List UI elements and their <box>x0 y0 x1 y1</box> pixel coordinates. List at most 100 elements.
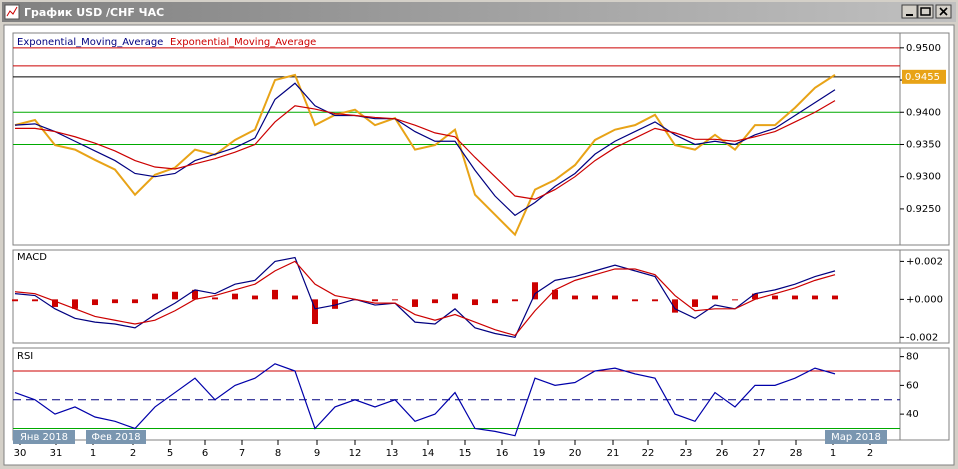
legend-entry: Exponential_Moving_Average <box>17 37 163 48</box>
minimize-button[interactable] <box>901 4 918 19</box>
histogram-bar <box>92 299 98 306</box>
x-tick-label: 31 <box>50 448 63 459</box>
histogram-bar <box>32 299 38 302</box>
x-tick-label: 16 <box>496 448 509 459</box>
histogram-bar <box>592 295 598 300</box>
histogram-bar <box>652 299 658 302</box>
histogram-bar <box>512 299 518 302</box>
x-tick-label: 14 <box>422 448 435 459</box>
window-icon <box>4 4 20 20</box>
histogram-bar <box>372 299 378 302</box>
y-tick-label: +0.002 <box>906 256 943 267</box>
histogram-bar <box>712 295 718 300</box>
x-tick-label: 12 <box>349 448 362 459</box>
histogram-bar <box>732 299 738 301</box>
x-tick-label: 1 <box>830 448 836 459</box>
month-label: Мар 2018 <box>831 432 881 443</box>
histogram-bar <box>572 295 578 300</box>
y-tick-label: 60 <box>906 380 919 391</box>
histogram-bar <box>252 295 258 300</box>
histogram-bar <box>772 295 778 300</box>
histogram-bar <box>12 299 18 302</box>
histogram-bar <box>392 299 398 301</box>
histogram-bar <box>672 299 678 313</box>
histogram-bar <box>332 299 338 309</box>
histogram-bar <box>292 295 298 300</box>
histogram-bar <box>552 289 558 300</box>
histogram-bar <box>692 299 698 307</box>
histogram-bar <box>632 299 638 302</box>
y-tick-label: 0.9400 <box>906 107 941 118</box>
series-line <box>14 73 836 237</box>
histogram-bar <box>212 297 218 300</box>
histogram-bar <box>232 293 238 300</box>
month-label: Янв 2018 <box>20 432 68 443</box>
x-tick-label: 9 <box>314 448 320 459</box>
histogram-bar <box>52 299 58 307</box>
histogram-bar <box>752 293 758 300</box>
x-tick-label: 26 <box>716 448 729 459</box>
y-tick-label: 0.9350 <box>906 139 941 150</box>
maximize-button[interactable] <box>917 4 934 19</box>
histogram-bar <box>832 295 838 300</box>
y-tick-label: 0.9300 <box>906 172 941 183</box>
x-tick-label: 8 <box>275 448 281 459</box>
x-tick-label: 28 <box>790 448 803 459</box>
y-tick-label: -0.002 <box>906 332 938 343</box>
series-line <box>14 260 836 337</box>
series-line <box>14 256 836 338</box>
histogram-bar <box>792 295 798 300</box>
price-tag <box>902 69 946 84</box>
month-box <box>825 430 887 444</box>
window-icon-line <box>6 6 18 17</box>
month-box <box>13 430 75 444</box>
series-line <box>14 82 836 217</box>
x-tick-label: 21 <box>607 448 620 459</box>
histogram-bar <box>472 299 478 306</box>
y-tick-label: 0.9500 <box>906 43 941 54</box>
panel <box>12 32 950 246</box>
x-tick-label: 22 <box>642 448 655 459</box>
x-tick-label: 20 <box>569 448 582 459</box>
window-title: График USD /CHF ЧАС <box>24 6 164 19</box>
x-tick-label: 5 <box>167 448 173 459</box>
y-tick-label: 40 <box>906 409 919 420</box>
series-line <box>14 363 836 437</box>
histogram-bar <box>312 299 318 325</box>
x-tick-label: 6 <box>202 448 208 459</box>
x-tick-label: 23 <box>680 448 693 459</box>
legend-entry: Exponential_Moving_Average <box>170 37 316 48</box>
histogram-bar <box>132 299 138 304</box>
panel-title: MACD <box>17 252 47 263</box>
x-tick-label: 19 <box>533 448 546 459</box>
histogram-bar <box>452 293 458 300</box>
histogram-bar <box>192 289 198 300</box>
series-line <box>15 100 836 200</box>
histogram-bar <box>152 293 158 300</box>
x-tick-label: 27 <box>753 448 766 459</box>
panel <box>12 347 950 441</box>
histogram-bar <box>812 295 818 300</box>
panel <box>12 249 950 344</box>
y-tick-label: +0.000 <box>906 294 943 305</box>
histogram-bar <box>612 295 618 300</box>
histogram-bar <box>112 299 118 304</box>
histogram-bar <box>432 299 438 304</box>
close-button[interactable] <box>935 4 952 19</box>
histogram-bar <box>412 299 418 307</box>
histogram-bar <box>172 291 178 300</box>
x-tick-label: 30 <box>14 448 27 459</box>
x-tick-label: 13 <box>386 448 399 459</box>
x-tick-label: 2 <box>867 448 873 459</box>
y-tick-label: 80 <box>906 352 919 363</box>
x-tick-label: 15 <box>459 448 472 459</box>
price-tag-label: 0.9455 <box>905 72 940 83</box>
panel-title: RSI <box>17 351 33 362</box>
histogram-bar <box>492 299 498 304</box>
y-tick-label: 0.9250 <box>906 204 941 215</box>
x-tick-label: 2 <box>130 448 136 459</box>
x-tick-label: 1 <box>90 448 96 459</box>
month-box <box>86 430 146 444</box>
